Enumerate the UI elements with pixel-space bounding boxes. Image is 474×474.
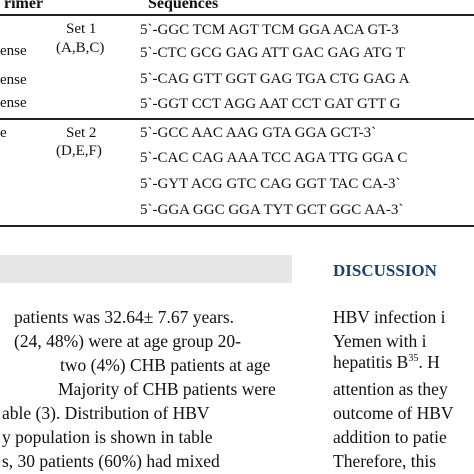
sequence: 5`-GGT CCT AGG AAT CCT GAT GTT G bbox=[140, 96, 401, 112]
set-label: Set 1 bbox=[66, 21, 97, 37]
set-letters: (A,B,C) bbox=[56, 40, 105, 56]
table-rule bbox=[0, 14, 474, 16]
sequence: 5`-CTC GCG GAG ATT GAC GAG ATG T bbox=[140, 45, 405, 61]
primer-name: ense bbox=[0, 43, 27, 59]
body-line: able (3). Distribution of HBV bbox=[2, 403, 210, 423]
body-line: Therefore, this bbox=[333, 451, 437, 471]
sequences-header: Sequences bbox=[148, 0, 219, 12]
body-line: Yemen with i bbox=[333, 331, 427, 351]
sequence: 5`-CAC CAG AAA TCC AGA TTG GGA C bbox=[140, 150, 408, 166]
section-heading-bar bbox=[0, 255, 292, 283]
body-line: Majority of CHB patients were bbox=[58, 379, 276, 399]
body-line: (24, 48%) were at age group 20- bbox=[14, 331, 241, 351]
text: hepatitis B bbox=[333, 352, 409, 372]
primer-name: e bbox=[0, 125, 7, 141]
set-label: Set 2 bbox=[66, 125, 97, 141]
set-letters: (D,E,F) bbox=[56, 143, 102, 159]
sequence: 5`-GYT ACG GTC CAG GGT TAC CA-3` bbox=[140, 176, 401, 192]
body-line: addition to patie bbox=[333, 427, 447, 447]
table-rule bbox=[0, 225, 474, 227]
table-rule bbox=[0, 118, 474, 120]
sequence: 5`-GGC TCM AGT TCM GGA ACA GT-3 bbox=[140, 22, 399, 38]
primer-header: rimer bbox=[4, 0, 44, 12]
section-heading: DISCUSSION bbox=[333, 261, 437, 280]
body-line: s, 30 patients (60%) had mixed bbox=[2, 451, 220, 471]
sequence: 5`-GGA GGC GGA TYT GCT GGC AA-3` bbox=[140, 202, 404, 218]
body-line: attention as they bbox=[333, 379, 448, 399]
body-line: outcome of HBV bbox=[333, 403, 454, 423]
text: . H bbox=[418, 352, 440, 372]
primer-name: ense bbox=[0, 72, 27, 88]
sequence: 5`-GCC AAC AAG GTA GGA GCT-3` bbox=[140, 125, 377, 141]
sequence: 5`-CAG GTT GGT GAG TGA CTG GAG A bbox=[140, 71, 410, 87]
body-line: two (4%) CHB patients at age bbox=[60, 355, 271, 375]
primer-name: ense bbox=[0, 95, 27, 111]
body-line: HBV infection i bbox=[333, 307, 446, 327]
body-line: y population is shown in table bbox=[2, 427, 213, 447]
citation: 35 bbox=[408, 353, 419, 365]
body-line: hepatitis B35. H bbox=[333, 352, 440, 372]
body-line: patients was 32.64± 7.67 years. bbox=[14, 307, 235, 327]
